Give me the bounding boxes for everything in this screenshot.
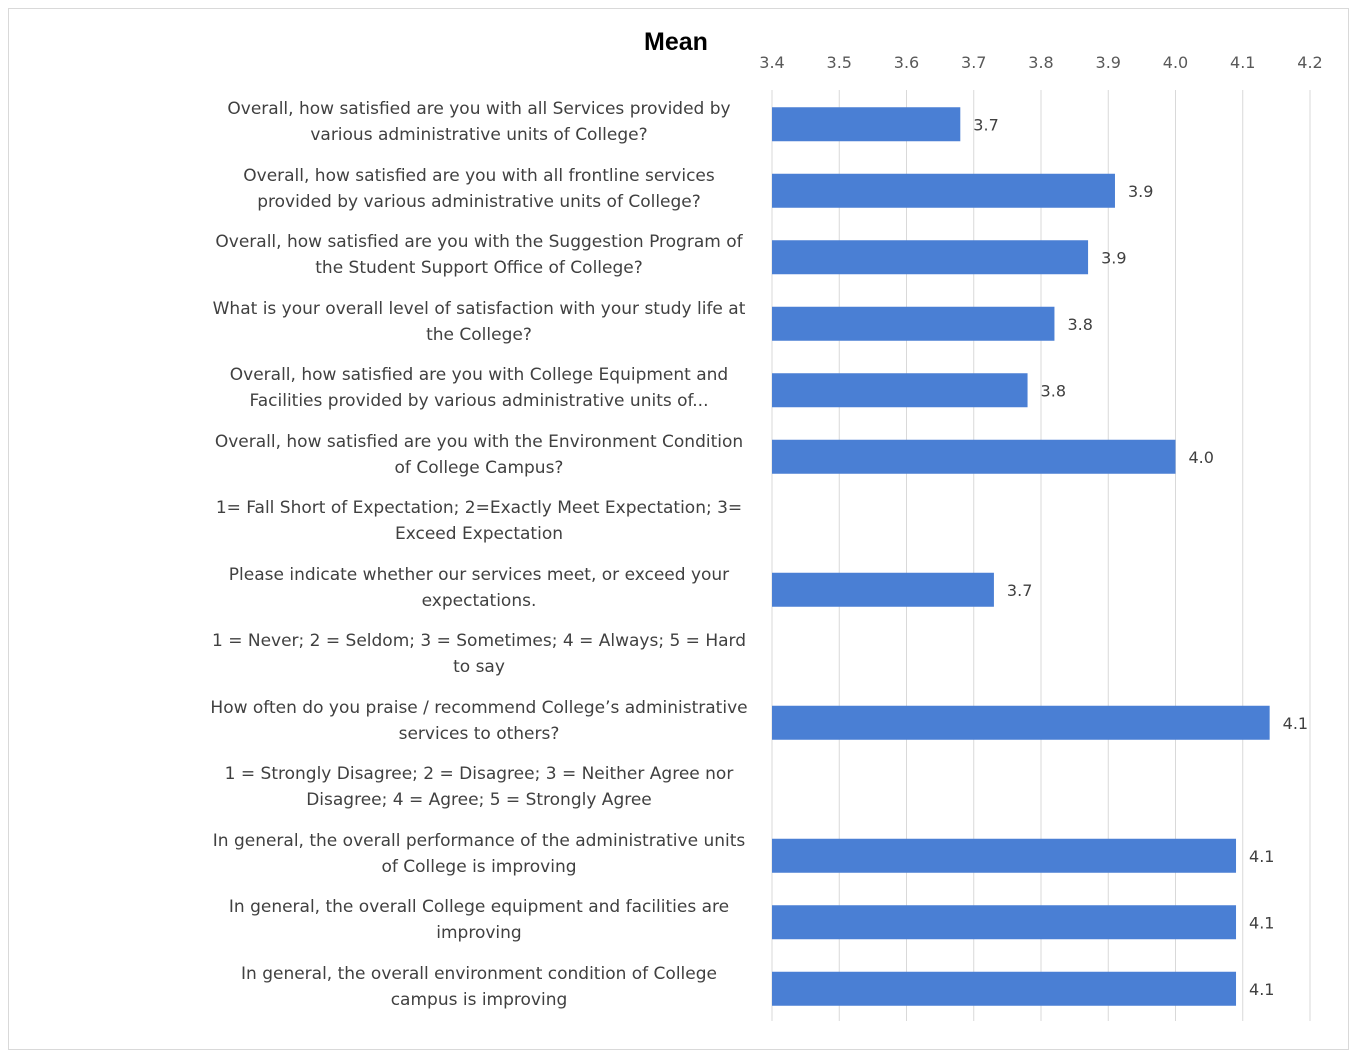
data-label: 3.8 [1067,315,1092,334]
x-tick-label: 3.4 [759,53,784,72]
data-label: 4.1 [1249,980,1274,999]
x-tick-label: 3.6 [894,53,919,72]
category-label: Overall, how satisfied are you with Coll… [229,365,729,411]
category-label: In general, the overall performance of t… [212,830,746,877]
x-tick-label: 4.2 [1297,53,1322,72]
data-label: 3.8 [1041,381,1066,400]
bar [772,107,961,142]
category-label: Overall, how satisfied are you with all … [227,99,731,145]
x-tick-label: 4.0 [1163,53,1188,72]
category-label: Overall, how satisfied are you with all … [243,165,715,212]
category-label: 1 = Never; 2 = Seldom; 3 = Sometimes; 4 … [211,631,747,677]
chart-frame [8,8,1349,1050]
data-label: 3.7 [1007,581,1032,600]
data-label: 4.1 [1283,714,1308,733]
bar [772,905,1237,940]
data-label: 4.1 [1249,913,1274,932]
bar [772,971,1237,1006]
x-tick-label: 3.8 [1028,53,1053,72]
bar [772,373,1028,408]
data-label: 3.9 [1128,182,1153,201]
category-label: Overall, how satisfied are you with the … [214,431,744,478]
category-label: 1 = Strongly Disagree; 2 = Disagree; 3 =… [224,764,734,810]
category-label: What is your overall level of satisfacti… [212,298,746,345]
bar [772,572,994,607]
bar-chart: 3.4 3.5 3.6 3.7 3.8 3.9 4.0 4.1 4.2 3.7 3.9 3.9 3.8 3… [759,53,1323,1021]
category-label: Overall, how satisfied are you with the … [215,232,743,278]
data-label: 4.1 [1249,847,1274,866]
category-label: How often do you praise / recommend Coll… [210,697,748,744]
bar [772,439,1176,474]
data-label: 3.9 [1101,248,1126,267]
category-label: In general, the overall College equipmen… [228,897,730,943]
bar [772,838,1237,873]
chart-title: Mean [644,28,708,56]
x-tick-label: 4.1 [1230,53,1255,72]
category-label: Please indicate whether our services mee… [228,564,730,611]
data-label: 4.0 [1189,448,1214,467]
bar [772,173,1115,208]
x-tick-label: 3.9 [1096,53,1121,72]
category-label: 1= Fall Short of Expectation; 2=Exactly … [215,498,743,544]
x-tick-label: 3.7 [961,53,986,72]
x-tick-label: 3.5 [827,53,852,72]
category-label: In general, the overall environment cond… [241,963,717,1010]
bar [772,705,1270,740]
bar [772,306,1055,341]
bar [772,240,1089,275]
data-label: 3.7 [973,115,998,134]
